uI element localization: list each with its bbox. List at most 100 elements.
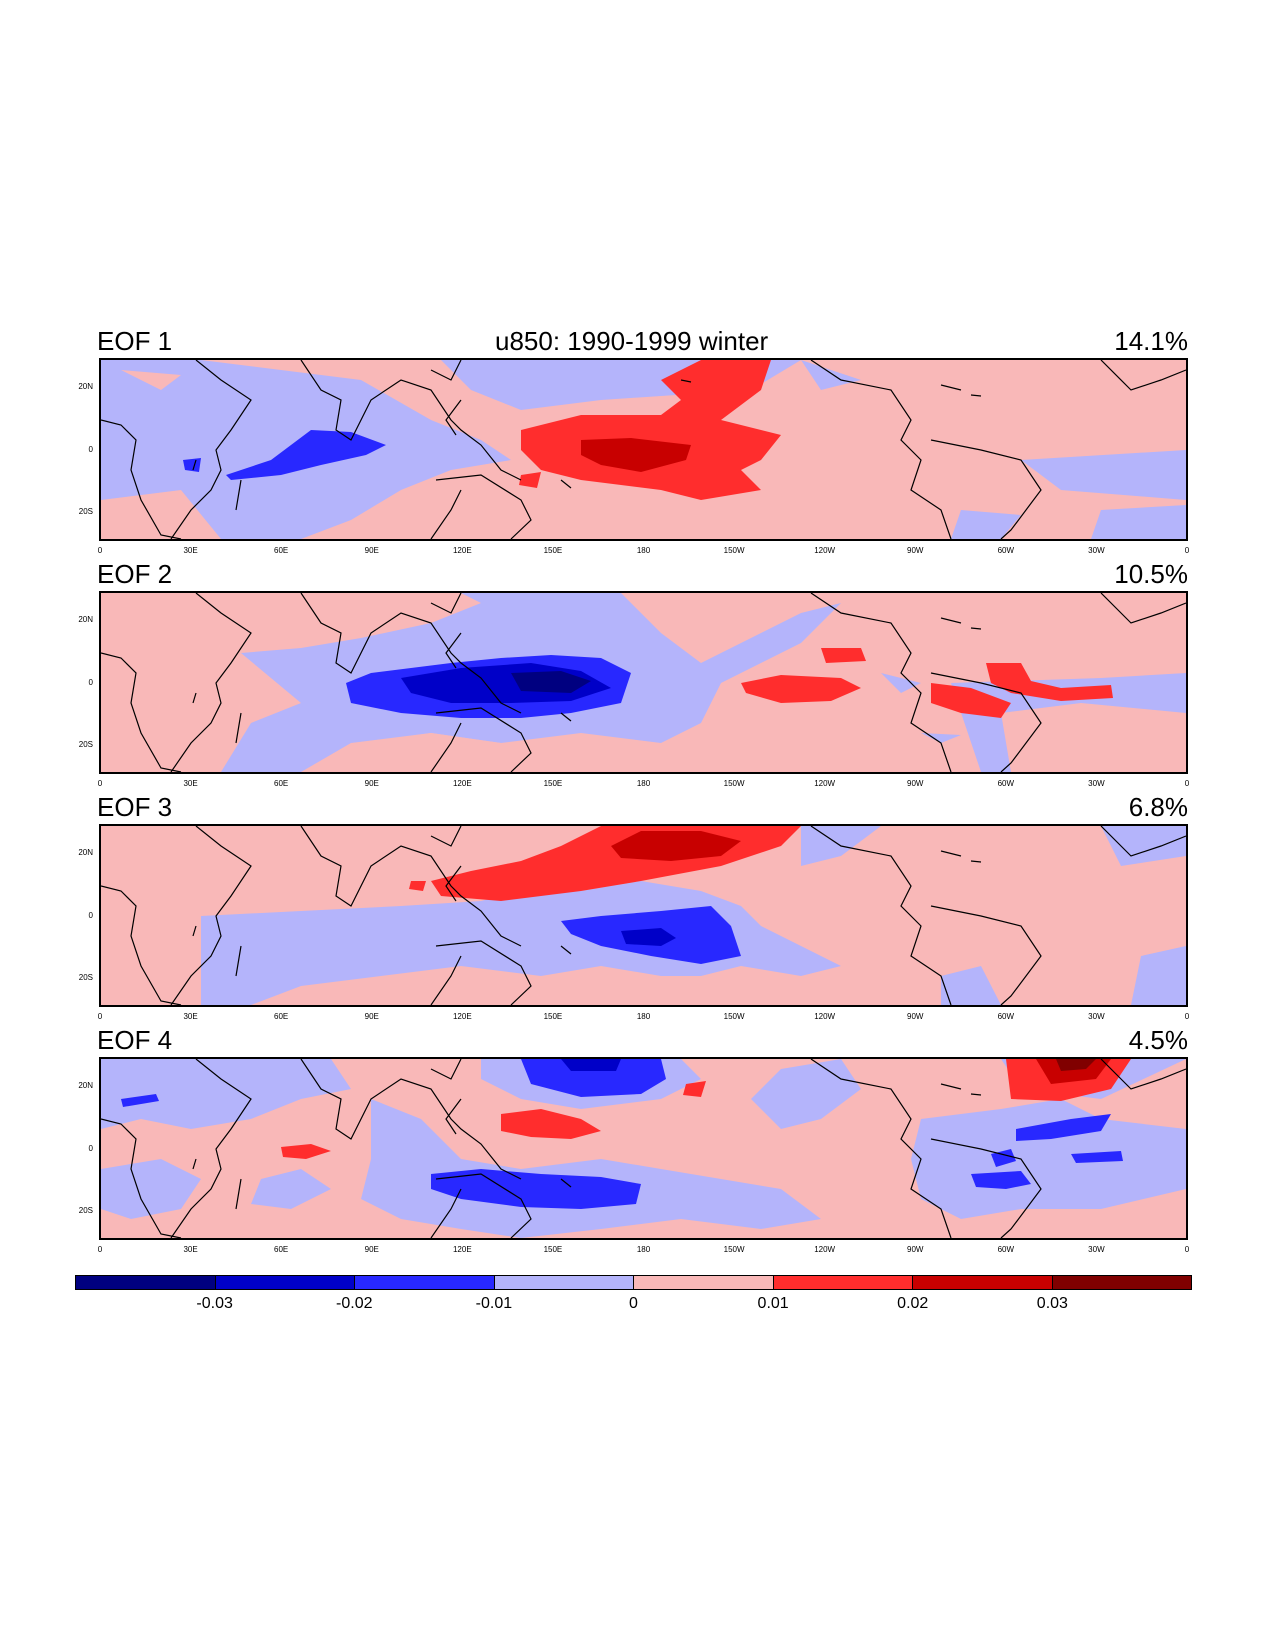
map-plot-1 bbox=[99, 358, 1188, 541]
x-tick-label: 0 bbox=[97, 1012, 103, 1021]
x-tick-label: 60W bbox=[997, 1012, 1015, 1021]
colorbar-swatch bbox=[355, 1276, 495, 1289]
map-plot-4 bbox=[99, 1057, 1188, 1240]
x-tick-label: 120E bbox=[452, 546, 472, 555]
negative-deepest-contours bbox=[511, 671, 591, 693]
contour-map-4 bbox=[101, 1059, 1186, 1238]
y-tick-label: 20S bbox=[78, 972, 93, 982]
variance-label: 10.5% bbox=[1114, 559, 1188, 589]
x-tick-label: 120W bbox=[814, 779, 836, 788]
positive-weak-contours bbox=[361, 703, 1186, 772]
x-tick-label: 0 bbox=[1184, 1012, 1190, 1021]
x-tick-label: 180 bbox=[636, 779, 651, 788]
x-tick-label: 150W bbox=[723, 546, 745, 555]
x-tick-label: 150W bbox=[723, 1012, 745, 1021]
y-tick-label: 20N bbox=[78, 1081, 93, 1091]
x-tick-label: 30W bbox=[1088, 779, 1105, 788]
coastlines bbox=[101, 593, 1186, 772]
colorbar-label: 0 bbox=[629, 1295, 638, 1312]
x-tick-label: 30E bbox=[183, 779, 198, 788]
map-plot-3 bbox=[99, 824, 1188, 1007]
main-title: u850: 1990-1999 winter bbox=[495, 326, 769, 356]
x-tick-label: 150E bbox=[543, 779, 563, 788]
x-tick-label: 60W bbox=[997, 1245, 1015, 1254]
colorbar-swatch bbox=[773, 1276, 913, 1289]
x-tick-label: 60E bbox=[274, 1245, 289, 1254]
colorbar-swatch bbox=[634, 1276, 774, 1289]
negative-strong-contours bbox=[561, 1059, 621, 1071]
x-tick-label: 30E bbox=[183, 546, 198, 555]
positive-strong-contours bbox=[611, 831, 741, 861]
negative-medium-contours bbox=[183, 430, 386, 480]
x-tick-label: 120W bbox=[814, 1245, 836, 1254]
x-tick-label: 150E bbox=[543, 1245, 563, 1254]
x-tick-label: 30W bbox=[1088, 1012, 1105, 1021]
x-tick-label: 90W bbox=[907, 546, 924, 555]
x-tick-label: 120E bbox=[452, 1012, 472, 1021]
colorbar-swatch bbox=[494, 1276, 634, 1289]
x-tick-label: 60W bbox=[997, 779, 1015, 788]
x-tick-label: 180 bbox=[636, 1012, 651, 1021]
x-tick-label: 90E bbox=[364, 1012, 379, 1021]
coastlines bbox=[101, 1059, 1186, 1238]
x-tick-label: 90E bbox=[364, 779, 379, 788]
panel-label: EOF 1 bbox=[97, 326, 173, 356]
x-tick-label: 60W bbox=[997, 546, 1015, 555]
y-tick-label: 20S bbox=[78, 739, 93, 749]
colorbar-label: 0.03 bbox=[1036, 1295, 1068, 1312]
x-tick-label: 60E bbox=[274, 779, 289, 788]
y-tick-label: 0 bbox=[88, 677, 93, 687]
x-tick-label: 30W bbox=[1088, 1245, 1105, 1254]
x-tick-label: 30W bbox=[1088, 546, 1105, 555]
x-tick-label: 60E bbox=[274, 546, 289, 555]
x-tick-label: 120E bbox=[452, 1245, 472, 1254]
colorbar-label: -0.02 bbox=[336, 1295, 373, 1312]
coastlines bbox=[101, 360, 1186, 539]
variance-label: 4.5% bbox=[1128, 1025, 1188, 1055]
x-tick-label: 150W bbox=[723, 779, 745, 788]
y-tick-label: 20N bbox=[78, 382, 93, 392]
positive-medium-contours bbox=[741, 648, 1113, 718]
y-tick-label: 20S bbox=[78, 506, 93, 516]
y-tick-label: 0 bbox=[88, 1143, 93, 1153]
colorbar bbox=[75, 1275, 1192, 1290]
x-tick-label: 0 bbox=[1184, 779, 1190, 788]
contour-map-1 bbox=[101, 360, 1186, 539]
colorbar-swatch bbox=[913, 1276, 1053, 1289]
x-tick-label: 120W bbox=[814, 546, 836, 555]
panel-label: EOF 4 bbox=[97, 1025, 173, 1055]
x-tick-label: 0 bbox=[1184, 546, 1190, 555]
y-tick-label: 20N bbox=[78, 848, 93, 858]
colorbar-swatch bbox=[1052, 1276, 1191, 1289]
colorbar-swatch bbox=[76, 1276, 216, 1289]
x-tick-label: 0 bbox=[97, 546, 103, 555]
panel-label: EOF 2 bbox=[97, 559, 173, 589]
x-tick-label: 150E bbox=[543, 1012, 563, 1021]
x-tick-label: 0 bbox=[97, 1245, 103, 1254]
x-tick-label: 120E bbox=[452, 779, 472, 788]
x-tick-label: 180 bbox=[636, 1245, 651, 1254]
colorbar-label: -0.01 bbox=[475, 1295, 513, 1312]
x-tick-label: 0 bbox=[1184, 1245, 1190, 1254]
contour-map-3 bbox=[101, 826, 1186, 1005]
variance-label: 6.8% bbox=[1128, 792, 1188, 822]
positive-strong-contours bbox=[1036, 1059, 1111, 1084]
x-tick-label: 120W bbox=[814, 1012, 836, 1021]
colorbar-label: -0.03 bbox=[196, 1295, 233, 1312]
positive-medium-contours bbox=[519, 360, 781, 500]
x-tick-label: 150W bbox=[723, 1245, 745, 1254]
y-tick-label: 20N bbox=[78, 615, 93, 625]
x-tick-label: 0 bbox=[97, 779, 103, 788]
positive-weak-contours bbox=[101, 370, 221, 539]
x-tick-label: 180 bbox=[636, 546, 651, 555]
coastlines bbox=[101, 826, 1186, 1005]
positive-strong-contours bbox=[581, 438, 691, 472]
map-plot-2 bbox=[99, 591, 1188, 774]
x-tick-label: 150E bbox=[543, 546, 563, 555]
colorbar-swatch bbox=[215, 1276, 355, 1289]
x-tick-label: 90E bbox=[364, 546, 379, 555]
positive-strongest-contours bbox=[1056, 1059, 1096, 1071]
x-tick-label: 90W bbox=[907, 1012, 924, 1021]
colorbar-label: 0.01 bbox=[757, 1295, 789, 1312]
colorbar-label: 0.02 bbox=[897, 1295, 929, 1312]
